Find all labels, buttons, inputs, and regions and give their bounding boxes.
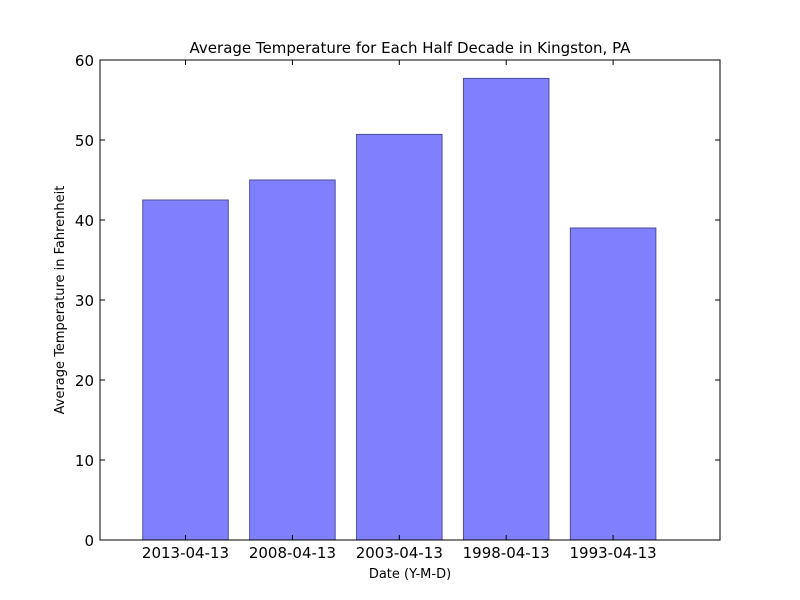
bar-1993-04-13 [569,227,657,541]
x-tick-label: 1993-04-13 [570,544,657,562]
chart-title: Average Temperature for Each Half Decade… [190,39,632,57]
y-tick-label: 30 [75,292,94,310]
x-tick-label: 2003-04-13 [356,544,443,562]
bar-2003-04-13 [356,133,443,541]
x-tick-label: 2013-04-13 [142,544,229,562]
y-tick-label: 60 [75,52,94,70]
y-tick-label: 10 [75,452,94,470]
x-axis: 2013-04-13 2008-04-13 2003-04-13 1998-04-13… [142,60,657,562]
plot-frame [99,59,721,541]
bar-1998-04-13 [462,77,550,541]
x-tick-label: 2008-04-13 [249,544,336,562]
x-tick-label: 1998-04-13 [463,544,550,562]
y-tick-label: 40 [75,212,94,230]
y-tick-label: 20 [75,372,94,390]
y-tick-label: 50 [75,132,94,150]
y-axis: 0 10 20 30 40 50 60 [75,52,720,550]
y-tick-label: 0 [84,532,94,550]
bar-2008-04-13 [249,179,336,541]
bars-group [142,77,657,541]
bar-2013-04-13 [142,199,229,541]
y-axis-label: Average Temperature in Fahrenheit [53,186,68,415]
x-axis-label: Date (Y-M-D) [369,567,451,582]
